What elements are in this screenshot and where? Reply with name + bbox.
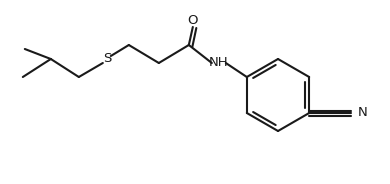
Text: S: S [103,52,111,66]
Text: NH: NH [209,56,229,70]
Text: O: O [188,15,198,27]
Text: N: N [358,107,368,119]
